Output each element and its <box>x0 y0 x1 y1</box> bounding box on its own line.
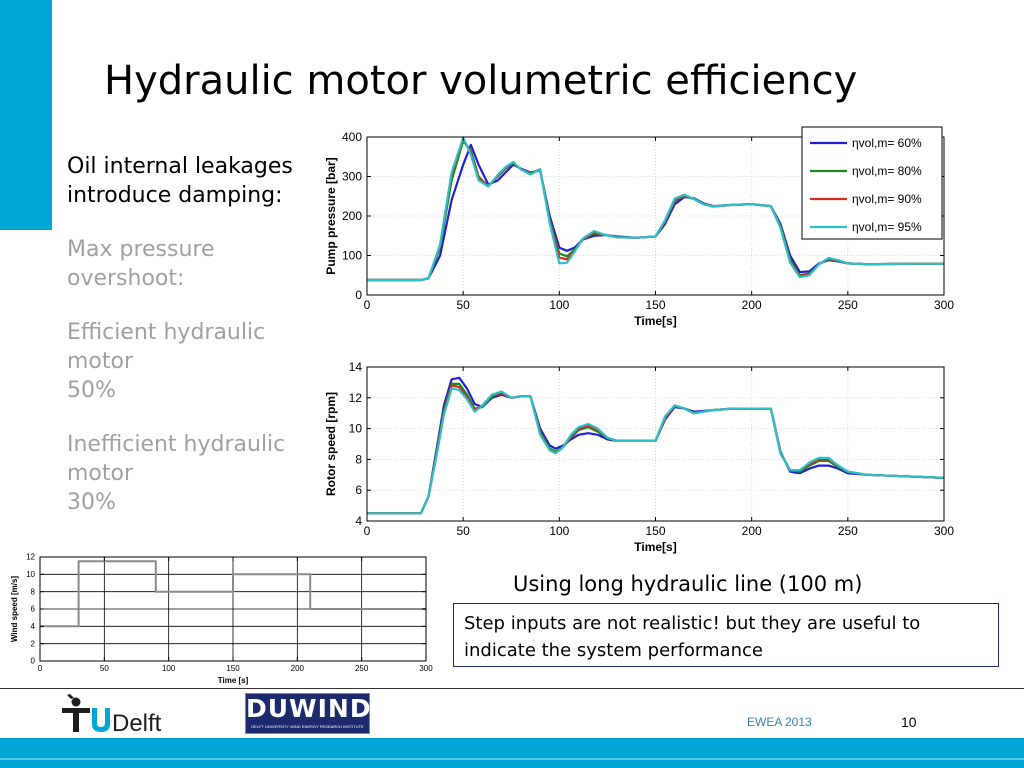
x-tick-label: 200 <box>291 664 305 673</box>
y-tick-label: 100 <box>342 249 362 263</box>
x-tick-label: 100 <box>549 298 569 312</box>
footer-stripe <box>0 758 1024 760</box>
wind-speed-chart: 0 50 100 150 200 250 300 0 2 4 6 8 10 12 Time [s] Wind … <box>0 548 440 690</box>
duwind-logo: DUWIND DELFT UNIVERSITY WIND ENERGY RESE… <box>245 693 372 734</box>
bullet-text: Oil internal leakages <box>67 154 293 179</box>
y-tick-label: 8 <box>355 452 362 466</box>
y-tick-label: 14 <box>349 360 363 374</box>
footer-band <box>0 738 1024 768</box>
series-line <box>40 560 426 628</box>
y-tick-label: 6 <box>31 605 36 614</box>
tudelft-logo: Delft <box>62 694 172 741</box>
x-tick-label: 100 <box>162 664 176 673</box>
y-tick-label: 4 <box>31 622 36 631</box>
bullet-max-pressure: Max pressure overshoot: <box>67 235 307 293</box>
rotor-speed-chart: 0 50 100 150 200 250 300 4 6 8 10 12 14 Time[s] Rotor … <box>312 355 962 565</box>
bullet-list: Oil internal leakages introduce damping:… <box>67 152 307 542</box>
bullet-text: Efficient hydraulic <box>67 320 266 345</box>
y-tick-label: 10 <box>349 422 363 436</box>
x-axis-label: Time[s] <box>634 314 676 328</box>
accent-bar <box>0 0 52 230</box>
bullet-text: overshoot: <box>67 266 185 291</box>
x-tick-label: 150 <box>226 664 240 673</box>
y-axis-label: Wind speed [m/s] <box>10 576 19 642</box>
y-tick-label: 0 <box>31 657 36 666</box>
x-tick-label: 250 <box>355 664 369 673</box>
y-tick-label: 12 <box>349 391 363 405</box>
footer-divider <box>0 688 1024 689</box>
legend-label: ηvol,m= 95% <box>852 220 922 234</box>
x-tick-label: 250 <box>838 524 858 538</box>
bullet-leakage: Oil internal leakages introduce damping: <box>67 152 307 210</box>
x-tick-label: 300 <box>419 664 433 673</box>
x-tick-label: 150 <box>645 298 665 312</box>
tudelft-logo-graphic: Delft <box>62 694 162 737</box>
y-axis-label: Pump pressure [bar] <box>324 157 338 274</box>
x-tick-label: 0 <box>364 524 371 538</box>
bullet-text: motor <box>67 349 134 374</box>
pressure-chart-svg: 0 50 100 150 200 250 300 0 100 200 300 400 Time[s] Pu… <box>324 126 954 328</box>
duwind-logo-subtitle: DELFT UNIVERSITY WIND ENERGY RESEARCH IN… <box>251 724 364 729</box>
caption: Using long hydraulic line (100 m) <box>513 572 863 596</box>
x-tick-label: 200 <box>742 298 762 312</box>
x-tick-label: 150 <box>645 524 665 538</box>
note-box: Step inputs are not realistic! but they … <box>453 603 999 667</box>
x-axis-label: Time [s] <box>218 676 249 685</box>
wind-speed-chart-svg: 0 50 100 150 200 250 300 0 2 4 6 8 10 12 Time [s] Wind … <box>10 553 433 685</box>
y-tick-label: 300 <box>342 170 362 184</box>
y-tick-label: 0 <box>355 288 362 302</box>
slide-title: Hydraulic motor volumetric efficiency <box>104 58 858 104</box>
bullet-text: motor <box>67 461 134 486</box>
x-tick-label: 300 <box>934 524 954 538</box>
y-tick-label: 2 <box>31 639 36 648</box>
rotor-speed-chart-svg: 0 50 100 150 200 250 300 4 6 8 10 12 14 Time[s] Rotor … <box>324 360 954 554</box>
y-tick-label: 200 <box>342 209 362 223</box>
bullet-text: 50% <box>67 378 116 403</box>
legend-box <box>801 126 943 240</box>
tudelft-logo-text: Delft <box>112 710 162 736</box>
series-line <box>367 384 945 515</box>
bullet-text: 30% <box>67 490 116 515</box>
bullet-text: Inefficient hydraulic <box>67 432 286 457</box>
legend-label: ηvol,m= 60% <box>852 136 922 150</box>
bullet-text: Max pressure <box>67 237 215 262</box>
y-tick-label: 4 <box>355 514 362 528</box>
legend-label: ηvol,m= 90% <box>852 192 922 206</box>
y-tick-label: 12 <box>26 553 35 562</box>
series-line <box>367 136 944 282</box>
x-tick-label: 250 <box>838 298 858 312</box>
x-tick-label: 100 <box>549 524 569 538</box>
x-tick-label: 0 <box>364 298 371 312</box>
y-tick-label: 8 <box>31 587 36 596</box>
conference-label: EWEA 2013 <box>747 715 812 729</box>
pressure-chart: 0 50 100 150 200 250 300 0 100 200 300 400 Time[s] Pu… <box>312 125 962 335</box>
series-line <box>367 376 945 515</box>
x-tick-label: 50 <box>456 298 470 312</box>
y-axis-label: Rotor speed [rpm] <box>324 392 338 496</box>
x-tick-label: 0 <box>38 664 43 673</box>
y-tick-label: 10 <box>26 570 35 579</box>
duwind-logo-text: DUWIND <box>246 694 372 723</box>
series-line <box>367 387 945 515</box>
x-tick-label: 300 <box>934 298 954 312</box>
y-tick-label: 400 <box>342 130 362 144</box>
page-number: 10 <box>901 714 917 730</box>
y-tick-label: 6 <box>355 483 362 497</box>
bullet-inefficient: Inefficient hydraulic motor 30% <box>67 430 307 517</box>
x-tick-label: 200 <box>742 524 762 538</box>
bullet-text: introduce damping: <box>67 183 283 208</box>
legend-label: ηvol,m= 80% <box>852 164 922 178</box>
x-tick-label: 50 <box>456 524 470 538</box>
bullet-efficient: Efficient hydraulic motor 50% <box>67 318 307 405</box>
x-tick-label: 50 <box>100 664 109 673</box>
x-axis-label: Time[s] <box>634 540 676 554</box>
